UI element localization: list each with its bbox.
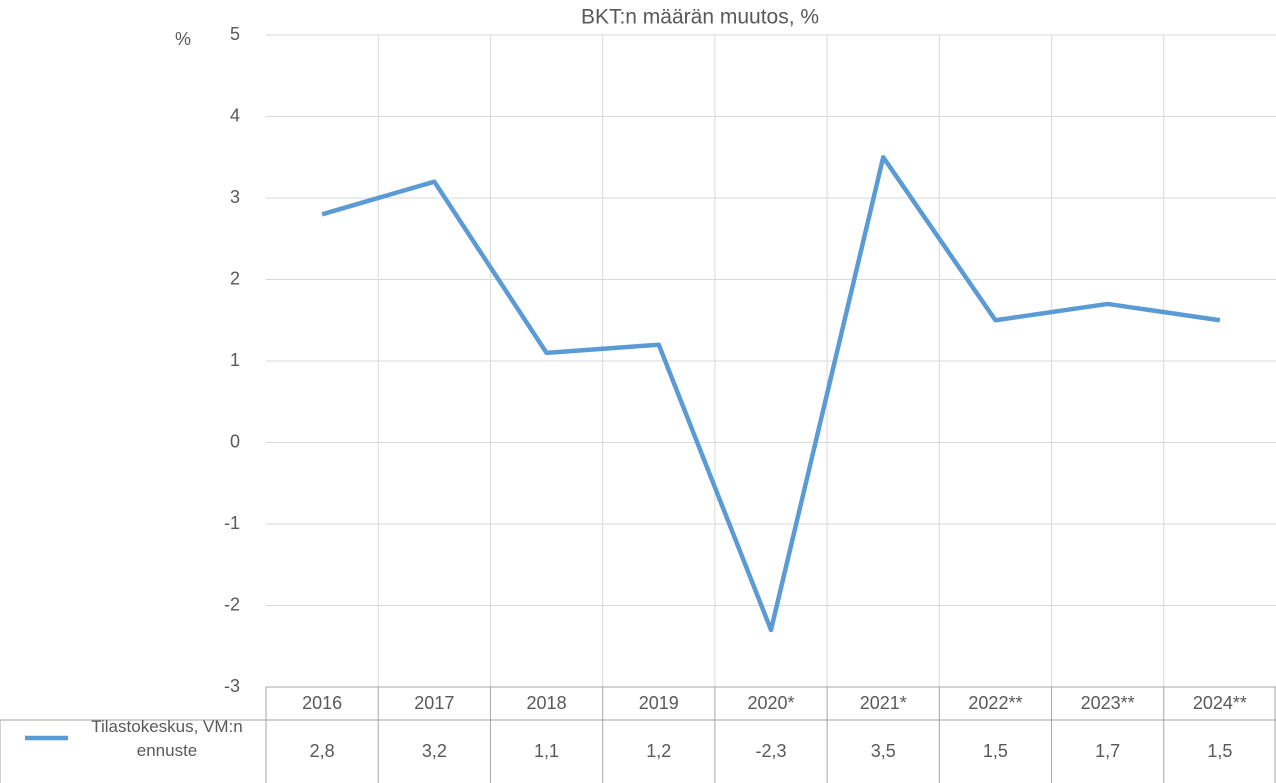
y-tick-label: -1 — [224, 513, 240, 533]
data-table-value: 1,7 — [1095, 741, 1120, 761]
y-tick-label: 1 — [230, 350, 240, 370]
data-table-value: 3,5 — [871, 741, 896, 761]
y-tick-label: -3 — [224, 676, 240, 696]
y-axis-label: % — [175, 29, 191, 49]
data-table-value: 1,1 — [534, 741, 559, 761]
y-tick-label: 4 — [230, 105, 240, 125]
x-tick-label: 2017 — [414, 693, 454, 713]
y-tick-label: -2 — [224, 594, 240, 614]
series-line — [321, 155, 1221, 633]
data-table-value: -2,3 — [755, 741, 786, 761]
data-table-value: 3,2 — [422, 741, 447, 761]
y-tick-label: 0 — [230, 431, 240, 451]
x-tick-label: 2021* — [860, 693, 907, 713]
chart-title: BKT:n määrän muutos, % — [581, 6, 819, 29]
y-tick-label: 5 — [230, 24, 240, 44]
data-table-value: 1,2 — [646, 741, 671, 761]
x-tick-label: 2016 — [302, 693, 342, 713]
x-tick-label: 2023** — [1081, 693, 1135, 713]
legend-label: Tilastokeskus, VM:n ennuste — [91, 717, 243, 760]
y-tick-label: 2 — [230, 268, 240, 288]
x-tick-label: 2019 — [639, 693, 679, 713]
data-table-value: 1,5 — [983, 741, 1008, 761]
x-tick-label: 2018 — [527, 693, 567, 713]
x-tick-label: 2024** — [1193, 693, 1247, 713]
data-table-value: 2,8 — [310, 741, 335, 761]
x-tick-label: 2020* — [747, 693, 794, 713]
data-table-value: 1,5 — [1207, 741, 1232, 761]
x-tick-label: 2022** — [968, 693, 1022, 713]
y-tick-label: 3 — [230, 187, 240, 207]
